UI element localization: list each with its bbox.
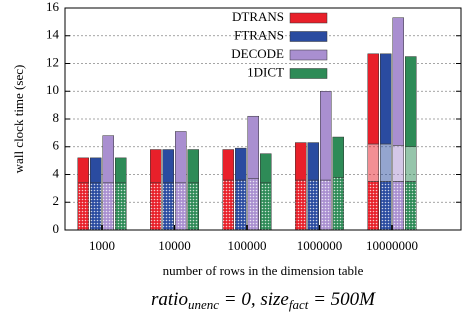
bar-segment <box>187 149 199 184</box>
bar-segment <box>162 182 174 231</box>
bar-segment <box>77 157 89 184</box>
legend-swatch <box>289 12 328 24</box>
bar-segment <box>115 182 127 231</box>
bar-segment <box>175 131 187 184</box>
y-axis-label: wall clock time (sec) <box>11 65 26 174</box>
bar-segment <box>222 179 234 231</box>
bar-segment <box>392 181 404 231</box>
x-tick-label: 10000000 <box>366 238 418 253</box>
bar-segment <box>115 157 127 184</box>
legend-swatch <box>289 49 328 61</box>
annotation: ratiounenc = 0, sizefact = 500M <box>151 289 376 312</box>
bar-segment <box>380 181 392 231</box>
y-tick-label: 0 <box>53 221 60 236</box>
bar-segment <box>247 115 259 179</box>
bar-segment <box>405 146 417 182</box>
bar-segment <box>295 179 307 231</box>
annotation-part: = 0, <box>219 289 260 310</box>
x-axis-label: number of rows in the dimension table <box>163 263 364 278</box>
bar-segment <box>405 181 417 231</box>
y-tick-label: 14 <box>46 27 60 42</box>
annotation-part: unenc <box>188 297 219 312</box>
bar-segment <box>380 53 392 145</box>
y-tick-label: 12 <box>46 54 59 69</box>
bar-segment <box>90 182 102 231</box>
annotation-part: fact <box>289 297 309 312</box>
legend-swatch <box>289 68 328 79</box>
bar-segment <box>332 136 344 178</box>
x-tick-label: 100000 <box>228 238 267 253</box>
bar-segment <box>295 142 307 181</box>
bar-segment <box>150 149 162 184</box>
x-tick-label: 1000 <box>89 238 115 253</box>
bar-segment <box>367 181 379 231</box>
legend-label: DECODE <box>231 46 284 61</box>
bar-segment <box>102 135 114 184</box>
bar-segment <box>405 56 417 147</box>
y-tick-label: 2 <box>53 193 60 208</box>
bar-segment <box>90 157 102 184</box>
bar-segment <box>235 147 247 181</box>
x-tick-label: 1000000 <box>297 238 343 253</box>
bar-segment <box>175 182 187 231</box>
y-tick-label: 6 <box>53 138 60 153</box>
x-tick-label: 10000 <box>158 238 191 253</box>
legend-label: 1DICT <box>247 64 284 79</box>
y-tick-label: 8 <box>53 110 60 125</box>
y-tick-label: 16 <box>46 0 60 14</box>
legend-label: DTRANS <box>232 9 284 24</box>
bar-segment <box>367 53 379 145</box>
annotation-part: ratio <box>151 289 188 310</box>
bar-segment <box>392 145 404 182</box>
bar-segment <box>260 182 272 231</box>
bar-segment <box>392 17 404 146</box>
annotation-part: size <box>260 289 289 310</box>
bar-segment <box>150 182 162 231</box>
bar-segment <box>307 142 319 181</box>
bar-segment <box>332 177 344 231</box>
bar-segment <box>320 91 332 181</box>
bar-segment <box>222 149 234 181</box>
bar-segment <box>367 143 379 182</box>
legend-swatch <box>289 31 328 42</box>
bar-segment <box>162 149 174 184</box>
bar-segment <box>247 178 259 231</box>
bar-segment <box>307 179 319 231</box>
bar-segment <box>187 182 199 231</box>
y-tick-label: 4 <box>53 165 60 180</box>
bar-segment <box>320 179 332 231</box>
plot-frame <box>64 7 462 231</box>
y-tick-label: 10 <box>46 82 59 97</box>
legend-label: FTRANS <box>234 27 284 42</box>
bar-segment <box>235 179 247 231</box>
bar-segment <box>77 182 89 231</box>
bar-segment <box>260 153 272 184</box>
bar-segment <box>380 143 392 182</box>
annotation-part: = 500M <box>308 289 376 310</box>
bar-segment <box>102 182 114 231</box>
